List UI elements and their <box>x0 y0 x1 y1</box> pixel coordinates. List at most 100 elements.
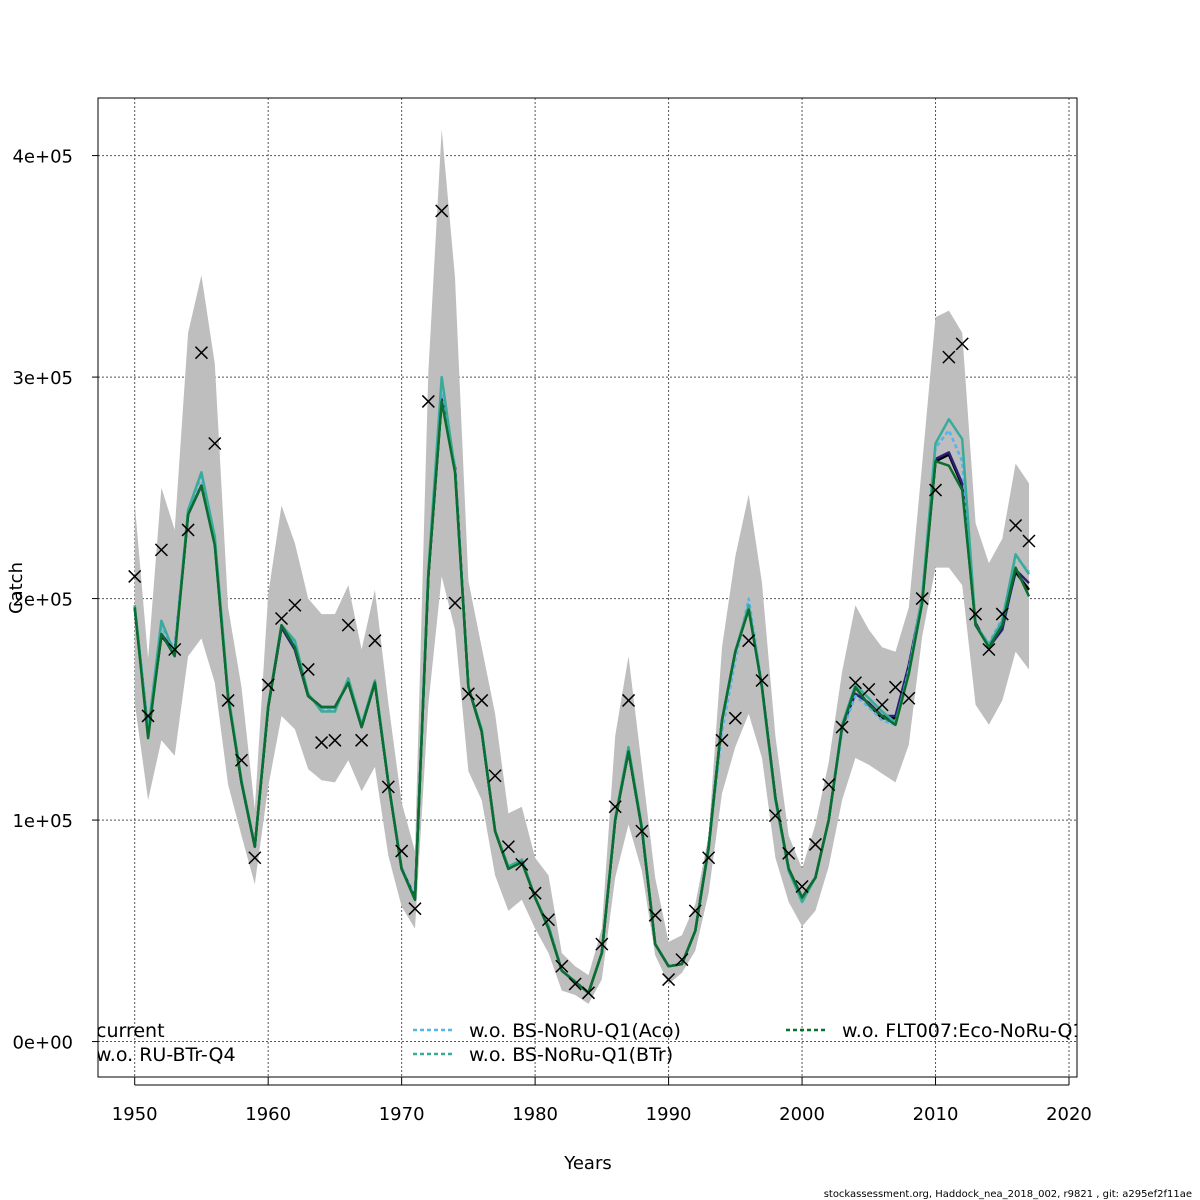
y-tick-label: 3e+05 <box>12 368 73 389</box>
confidence-band-area <box>134 129 1029 1004</box>
observed-marker <box>568 977 582 991</box>
observed-marker <box>835 720 849 734</box>
observed-marker <box>1009 518 1023 533</box>
grid-lines <box>98 98 1077 1077</box>
observed-marker <box>808 837 822 851</box>
observed-markers <box>128 204 1036 1000</box>
observed-marker <box>822 778 836 792</box>
observed-marker <box>648 908 662 922</box>
legend-label: w.o. FLT007:Eco-NoRu-Q1 <box>842 1020 1084 1042</box>
observed-marker <box>408 902 422 916</box>
y-tick-label: 2e+05 <box>12 590 73 611</box>
observed-marker <box>982 642 996 657</box>
series-lines <box>133 375 1031 995</box>
legend-label: w.o. BS-NoRu-Q1(BTr) <box>469 1044 673 1066</box>
observed-marker <box>595 937 609 951</box>
observed-marker <box>862 682 876 696</box>
observed-marker <box>555 959 569 973</box>
x-axis-label: Years <box>563 1153 612 1174</box>
observed-marker <box>635 824 649 838</box>
observed-marker <box>581 986 596 1000</box>
observed-marker <box>902 691 916 705</box>
observed-marker <box>141 709 155 723</box>
observed-marker <box>888 680 903 694</box>
observed-marker <box>168 642 182 657</box>
observed-marker <box>795 879 809 894</box>
observed-marker <box>248 851 262 865</box>
observed-marker <box>742 634 756 648</box>
observed-marker <box>528 886 542 900</box>
y-axis-label: Catch <box>6 562 27 614</box>
x-tick-label: 2000 <box>779 1104 825 1125</box>
observed-marker <box>395 844 409 858</box>
observed-marker <box>608 800 622 814</box>
observed-marker <box>928 483 943 497</box>
plot-frame <box>97 97 1078 1078</box>
x-tick-label: 1980 <box>512 1104 558 1125</box>
observed-marker <box>688 904 702 918</box>
observed-marker <box>702 851 716 865</box>
observed-marker <box>368 634 382 648</box>
observed-marker <box>355 733 369 747</box>
observed-marker <box>128 569 142 583</box>
observed-marker <box>782 846 796 860</box>
observed-marker <box>234 753 249 767</box>
observed-marker <box>475 693 489 707</box>
observed-marker <box>915 592 929 606</box>
observed-marker <box>501 840 515 854</box>
y-axis: 0e+00 1e+05 2e+05 3e+05 4e+05 <box>12 147 98 1054</box>
observed-marker <box>488 769 502 783</box>
observed-marker <box>675 953 689 967</box>
observed-marker <box>995 607 1009 621</box>
observed-marker <box>221 693 235 707</box>
x-tick-label: 1960 <box>245 1104 291 1125</box>
observed-marker <box>381 780 395 794</box>
observed-marker <box>461 687 475 701</box>
observed-marker <box>969 607 983 621</box>
x-axis: 1950 1960 1970 1980 1990 2000 2010 2020 <box>112 1077 1092 1125</box>
observed-marker <box>662 973 676 987</box>
observed-marker <box>261 678 275 692</box>
observed-marker <box>315 736 329 750</box>
observed-marker <box>715 733 729 747</box>
y-tick-label: 0e+00 <box>12 1033 73 1054</box>
footer-credit: stockassessment.org, Haddock_nea_2018_00… <box>824 1189 1192 1200</box>
x-tick-label: 2020 <box>1046 1104 1092 1125</box>
observed-marker <box>181 523 195 537</box>
observed-marker <box>768 809 782 823</box>
observed-marker <box>194 346 208 360</box>
observed-marker <box>755 673 769 688</box>
observed-marker <box>875 698 889 712</box>
observed-marker <box>448 596 462 610</box>
observed-marker <box>288 598 302 612</box>
observed-marker <box>515 857 529 871</box>
legend-label: w.o. RU-BTr-Q4 <box>96 1044 236 1066</box>
observed-marker <box>1022 534 1036 548</box>
observed-marker <box>274 611 289 626</box>
legend-label: w.o. BS-NoRU-Q1(Aco) <box>469 1020 681 1042</box>
observed-marker <box>341 618 355 632</box>
x-tick-label: 1950 <box>112 1104 158 1125</box>
observed-marker <box>622 693 636 707</box>
y-tick-label: 1e+05 <box>12 811 73 832</box>
x-tick-label: 2010 <box>913 1104 959 1125</box>
x-tick-label: 1970 <box>379 1104 425 1125</box>
observed-marker <box>955 337 969 351</box>
observed-marker <box>541 913 555 927</box>
observed-marker <box>848 676 862 690</box>
observed-marker <box>154 543 168 557</box>
observed-marker <box>301 662 315 676</box>
observed-marker <box>421 394 435 408</box>
observed-marker <box>208 436 222 451</box>
legend-label: current <box>96 1020 165 1042</box>
observed-marker <box>728 711 742 725</box>
confidence-band <box>134 129 1029 1004</box>
observed-marker <box>328 733 342 747</box>
y-tick-label: 4e+05 <box>12 147 73 168</box>
x-tick-label: 1990 <box>646 1104 692 1125</box>
observed-marker <box>942 350 956 364</box>
series-line <box>133 400 1031 995</box>
observed-marker <box>435 204 449 218</box>
